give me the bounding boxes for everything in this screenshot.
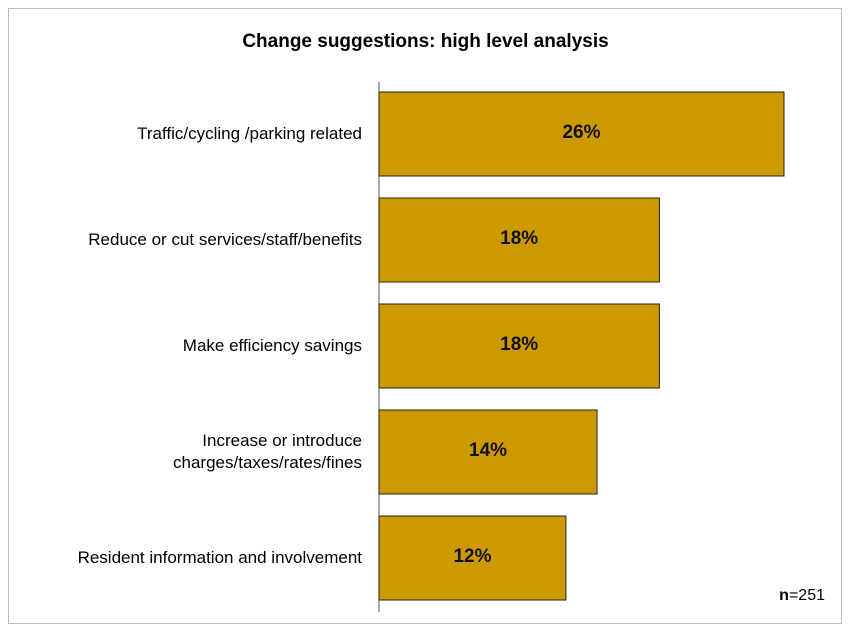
sample-size-note: n=251 xyxy=(779,587,825,605)
category-label-2: Reduce or cut services/staff/benefits xyxy=(0,229,362,251)
bar-3 xyxy=(378,303,660,389)
value-label-2: 18% xyxy=(500,228,539,249)
category-label-5: Resident information and involvement xyxy=(0,547,362,569)
category-label-line: Increase or introduce xyxy=(202,431,362,450)
value-label-5: 12% xyxy=(453,546,492,567)
value-label-4: 14% xyxy=(469,440,508,461)
chart-title: Change suggestions: high level analysis xyxy=(242,31,609,52)
category-label-line: Traffic/cycling /parking related xyxy=(137,124,362,143)
bars-group xyxy=(378,91,785,601)
category-label-4: Increase or introduce charges/taxes/rates… xyxy=(0,430,362,474)
bar-2 xyxy=(378,197,660,283)
category-label-line: Resident information and involvement xyxy=(77,548,362,567)
category-label-3: Make efficiency savings xyxy=(0,335,362,357)
sample-size-value: =251 xyxy=(788,587,825,604)
category-label-1: Traffic/cycling /parking related xyxy=(0,123,362,145)
bar-4 xyxy=(378,409,598,495)
category-label-line: Make efficiency savings xyxy=(182,336,362,355)
sample-size-n: n xyxy=(779,587,789,604)
bar-1 xyxy=(378,91,785,177)
category-label-line: Reduce or cut services/staff/benefits xyxy=(88,230,362,249)
value-label-3: 18% xyxy=(500,334,539,355)
bar-5 xyxy=(378,515,567,601)
value-label-1: 26% xyxy=(562,122,601,143)
category-label-line: charges/taxes/rates/fines xyxy=(173,453,362,472)
